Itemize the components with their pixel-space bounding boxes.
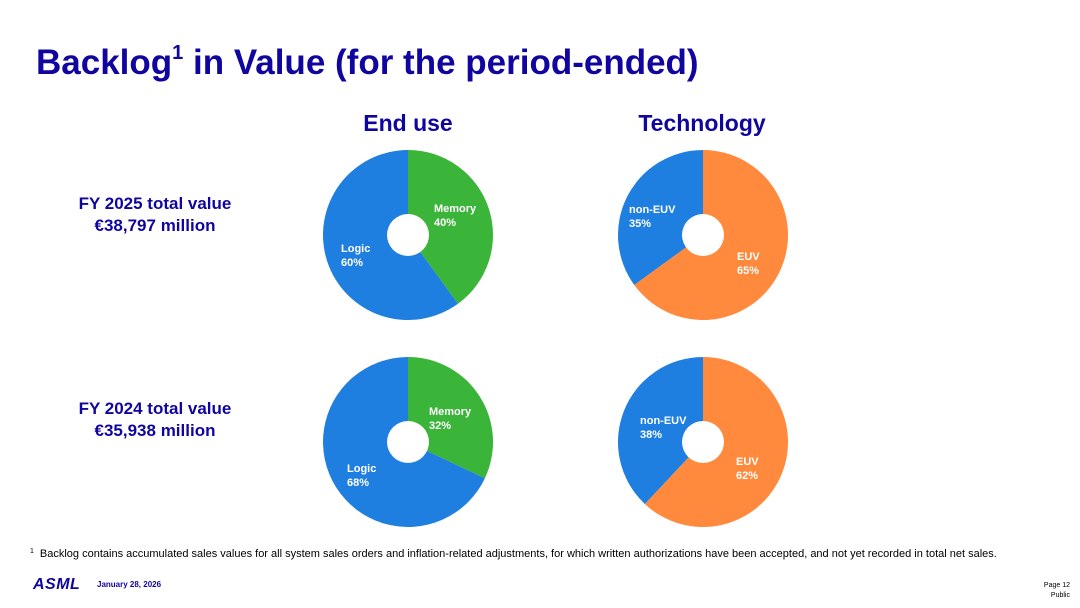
- pie-0-label-logic-name: Logic: [341, 243, 370, 255]
- pie-3-label-euv: EUV 62%: [736, 456, 759, 482]
- row-label-fy2025-line2: €38,797 million: [94, 216, 216, 235]
- pie-1-label-euv-pct: 65%: [737, 265, 759, 277]
- pie-3-slice-non-euv: [617, 357, 703, 504]
- title-footnote-marker: 1: [172, 42, 184, 64]
- row-label-fy2024-line1: FY 2024 total value: [78, 399, 232, 418]
- row-label-fy2024: FY 2024 total value €35,938 million: [55, 398, 255, 442]
- pie-3-label-non-euv: non-EUV 38%: [640, 415, 687, 441]
- pie-0-label-logic: Logic 60%: [341, 243, 370, 269]
- row-label-fy2024-line2: €35,938 million: [94, 421, 216, 440]
- pie-1-label-non-euv-pct: 35%: [629, 218, 651, 230]
- pie-1-label-non-euv-name: non-EUV: [629, 204, 676, 216]
- column-heading-end-use: End use: [363, 110, 453, 136]
- pie-2-label-memory-name: Memory: [429, 406, 472, 418]
- asml-logo: ASML: [33, 576, 81, 593]
- pie-3-label-non-euv-name: non-EUV: [640, 415, 687, 427]
- pie-2-slice-memory: [408, 357, 493, 479]
- pie-2-label-logic: Logic 68%: [347, 463, 376, 489]
- page-title: Backlog1 in Value (for the period-ended): [36, 42, 699, 83]
- pie-3-label-non-euv-pct: 38%: [640, 429, 662, 441]
- pie-2-label-logic-name: Logic: [347, 463, 376, 475]
- footer-date: January 28, 2026: [97, 580, 162, 589]
- row-label-fy2025: FY 2025 total value €38,797 million: [55, 193, 255, 237]
- pie-3-center-hole: [682, 421, 724, 463]
- column-heading-technology: Technology: [638, 110, 766, 136]
- pie-1-center-hole: [682, 214, 724, 256]
- pie-0-label-memory-pct: 40%: [434, 217, 456, 229]
- pie-1-slice-non-euv: [618, 150, 703, 285]
- pie-0-center-hole: [387, 214, 429, 256]
- pie-1-label-non-euv: non-EUV 35%: [629, 204, 676, 230]
- footnote-text: Backlog contains accumulated sales value…: [39, 548, 997, 560]
- footnote-marker: 1: [30, 548, 34, 555]
- pie-2-label-logic-pct: 68%: [347, 477, 369, 489]
- footnote: 1 Backlog contains accumulated sales valu…: [30, 545, 1065, 561]
- title-rest: in Value (for the period-ended): [183, 43, 699, 82]
- page-number: Page 12: [1043, 582, 1070, 589]
- pie-1-label-euv: EUV 65%: [737, 251, 760, 277]
- pie-2-center-hole: [387, 421, 429, 463]
- row-label-fy2025-line1: FY 2025 total value: [78, 194, 232, 213]
- pie-3-label-euv-pct: 62%: [736, 470, 758, 482]
- pie-0-label-memory: Memory 40%: [434, 203, 477, 229]
- title-main: Backlog: [36, 43, 173, 82]
- pie-1-label-euv-name: EUV: [737, 251, 760, 263]
- pie-2-label-memory-pct: 32%: [429, 420, 451, 432]
- footer-page-info: Page 12 Public: [1044, 581, 1070, 601]
- pie-0-label-memory-name: Memory: [434, 203, 477, 215]
- pie-0-label-logic-pct: 60%: [341, 257, 363, 269]
- pie-2-label-memory: Memory 32%: [429, 406, 472, 432]
- classification-label: Public: [1050, 592, 1070, 599]
- pie-0-slice-memory: [408, 150, 494, 304]
- pie-3-label-euv-name: EUV: [736, 456, 759, 468]
